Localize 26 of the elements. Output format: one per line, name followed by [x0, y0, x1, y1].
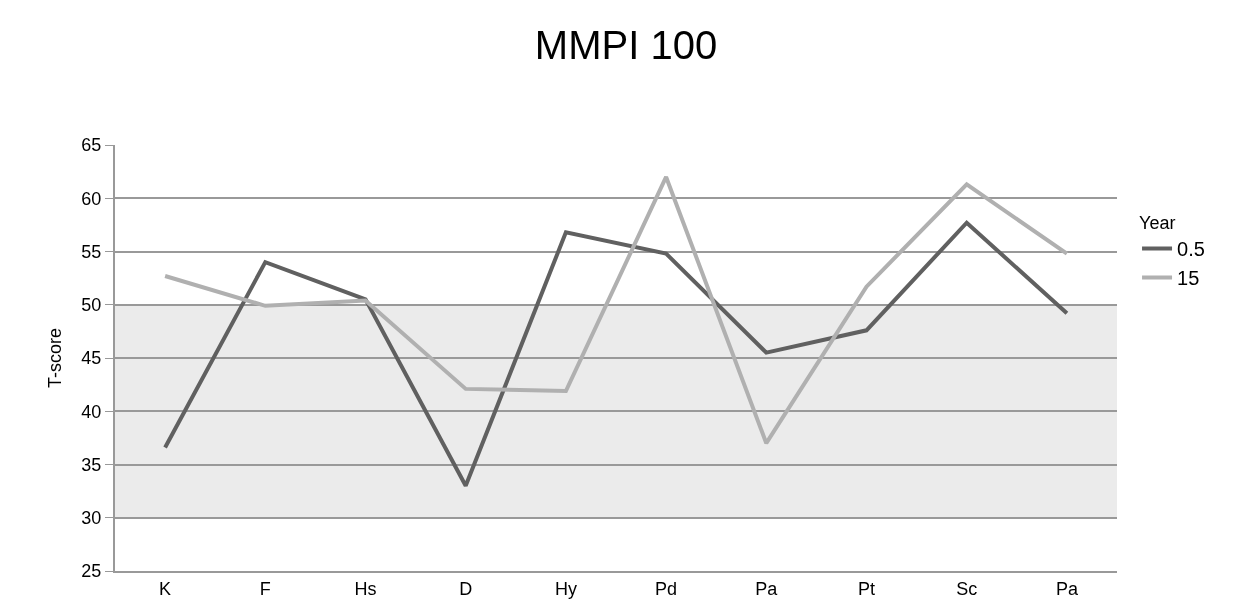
y-tick-label: 60 [81, 188, 102, 209]
x-tick-label: Pa [755, 578, 779, 599]
y-tick-label: 50 [81, 295, 102, 316]
y-tick-label: 35 [81, 454, 102, 475]
x-tick-label: F [259, 578, 271, 599]
x-tick-label: D [459, 578, 473, 599]
y-axis-title: T-score [45, 327, 66, 389]
y-tick-label: 45 [81, 348, 102, 369]
line-series [163, 174, 1069, 446]
x-tick-label: Sc [956, 578, 978, 599]
x-tick-label: Pt [857, 578, 876, 599]
line-series [163, 220, 1069, 488]
chart-title: MMPI 100 [534, 22, 718, 67]
x-tick-label: Hy [554, 578, 577, 599]
legend-label: 0.5 [1177, 238, 1205, 261]
legend-label: 15 [1177, 267, 1200, 290]
x-tick-label: Pa [1055, 578, 1079, 599]
legend-title: Year [1139, 212, 1176, 233]
y-tick-label: 65 [81, 135, 102, 156]
y-tick-label: 25 [81, 561, 102, 582]
y-tick-label: 55 [81, 241, 102, 262]
y-tick-label: 40 [81, 401, 102, 422]
x-tick-label: K [159, 578, 172, 599]
x-tick-label: Pd [655, 578, 678, 599]
x-tick-label: Hs [354, 578, 377, 599]
y-tick-label: 30 [81, 508, 102, 529]
